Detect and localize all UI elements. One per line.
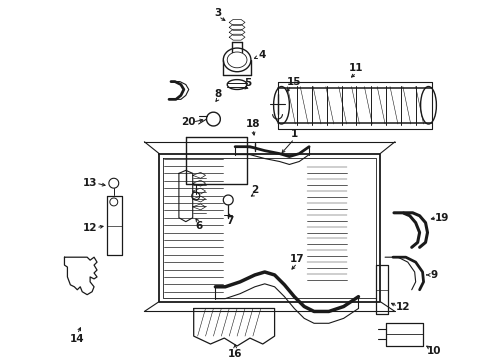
Text: 8: 8 — [215, 89, 222, 99]
Text: 9: 9 — [431, 270, 438, 280]
Text: 2: 2 — [251, 185, 259, 195]
Text: 4: 4 — [258, 50, 266, 60]
Text: 14: 14 — [70, 334, 85, 344]
Text: 11: 11 — [349, 63, 364, 73]
Text: 12: 12 — [395, 302, 410, 311]
Text: 13: 13 — [83, 178, 98, 188]
Text: 20: 20 — [181, 117, 196, 127]
Text: 6: 6 — [195, 221, 202, 231]
Text: 15: 15 — [287, 77, 301, 87]
Text: 19: 19 — [435, 213, 449, 223]
Text: 12: 12 — [83, 222, 98, 233]
Text: 17: 17 — [290, 254, 305, 264]
Text: 10: 10 — [427, 346, 441, 356]
Text: 1: 1 — [291, 129, 298, 139]
Text: 16: 16 — [228, 349, 243, 359]
Text: 3: 3 — [215, 8, 222, 18]
Text: 5: 5 — [245, 77, 251, 87]
Text: 7: 7 — [226, 216, 234, 226]
Text: 18: 18 — [245, 119, 260, 129]
